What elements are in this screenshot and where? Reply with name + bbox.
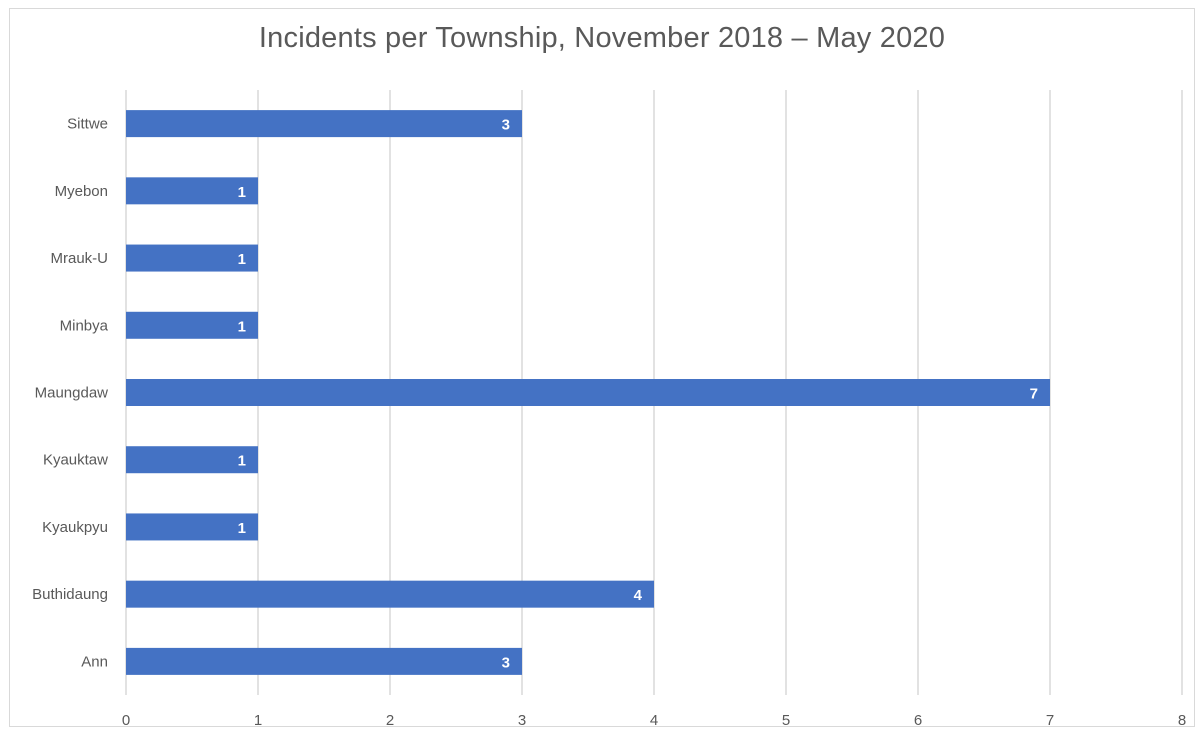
category-label-buthidaung: Buthidaung [32, 586, 108, 603]
x-tick-label-4: 4 [650, 712, 658, 729]
data-label-maungdaw: 7 [1030, 386, 1038, 403]
x-tick-label-0: 0 [122, 712, 130, 729]
x-tick-labels: 0 1 2 3 4 5 6 7 8 [122, 712, 1186, 729]
category-label-kyauktaw: Kyauktaw [43, 452, 108, 469]
data-label-ann: 3 [502, 654, 510, 671]
category-label-minbya: Minbya [60, 317, 109, 334]
data-label-mrauk-u: 1 [238, 251, 246, 268]
x-tick-label-7: 7 [1046, 712, 1054, 729]
bar-kyauktaw [126, 446, 258, 474]
data-label-myebon: 1 [238, 184, 246, 201]
x-tick-label-2: 2 [386, 712, 394, 729]
category-label-myebon: Myebon [55, 183, 108, 200]
category-labels: Sittwe Myebon Mrauk-U Minbya Maungdaw Kyaukta… [32, 116, 109, 671]
x-tick-label-1: 1 [254, 712, 262, 729]
x-tick-label-5: 5 [782, 712, 790, 729]
category-label-ann: Ann [81, 653, 108, 670]
data-label-minbya: 1 [238, 318, 246, 335]
bar-sittwe [126, 110, 522, 138]
data-label-kyaukpyu: 1 [238, 520, 246, 537]
bar-mrauk-u [126, 244, 258, 272]
data-label-sittwe: 3 [502, 117, 510, 134]
chart-title: Incidents per Township, November 2018 – … [258, 22, 946, 54]
category-label-maungdaw: Maungdaw [35, 385, 109, 402]
category-label-kyaukpyu: Kyaukpyu [42, 519, 108, 536]
x-tick-label-3: 3 [518, 712, 526, 729]
bar-maungdaw [126, 379, 1050, 406]
x-tick-label-6: 6 [914, 712, 922, 729]
bar-minbya [126, 311, 258, 339]
bar-ann [126, 647, 522, 675]
data-label-kyauktaw: 1 [238, 453, 246, 470]
category-label-mrauk-u: Mrauk-U [50, 250, 108, 267]
x-tick-label-8: 8 [1178, 712, 1186, 729]
category-label-sittwe: Sittwe [67, 116, 108, 133]
bars [126, 110, 1050, 675]
bar-kyaukpyu [126, 513, 258, 541]
bar-buthidaung [126, 580, 654, 608]
bar-myebon [126, 177, 258, 205]
data-label-buthidaung: 4 [634, 587, 643, 604]
data-labels: 3 1 1 1 7 1 1 4 3 [238, 117, 1038, 672]
